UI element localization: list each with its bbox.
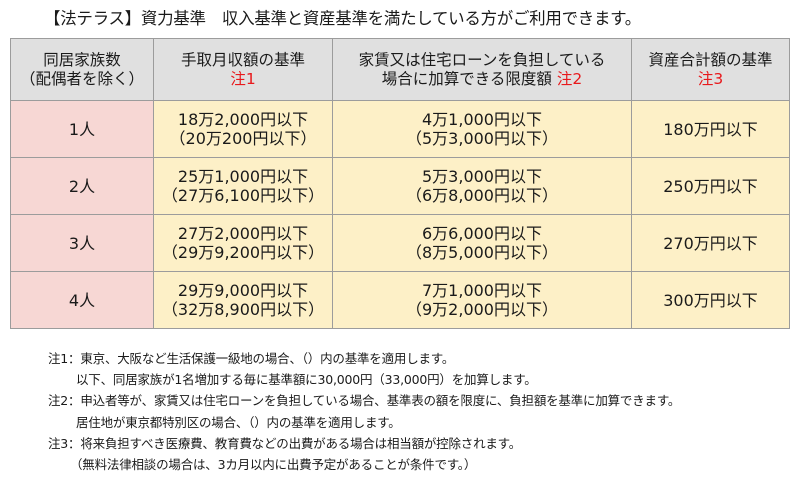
income-limit-cell: 27万2,000円以下 （29万9,200円以下） bbox=[153, 214, 333, 272]
page-title: 【法テラス】資力基準 収入基準と資産基準を満たしている方がご利用できます。 bbox=[44, 9, 641, 28]
housing-addition: 6万6,000円以下 bbox=[422, 224, 542, 243]
income-limit: 25万1,000円以下 bbox=[177, 167, 309, 186]
asset-limit-cell: 250万円以下 bbox=[631, 157, 790, 215]
asset-limit-cell: 180万円以下 bbox=[631, 100, 790, 158]
housing-addition-cell: 5万3,000円以下 （6万8,000円以下） bbox=[332, 157, 632, 215]
header-housing-cost-note-ref: 注2 bbox=[556, 69, 583, 88]
household-size-cell: 3人 bbox=[10, 214, 154, 272]
income-limit-cell: 25万1,000円以下 （27万6,100円以下） bbox=[153, 157, 333, 215]
income-limit: 29万9,000円以下 bbox=[177, 281, 309, 300]
header-household-size-line1: 同居家族数 bbox=[43, 50, 121, 69]
table-row: 3人 27万2,000円以下 （29万9,200円以下） 6万6,000円以下 … bbox=[10, 214, 790, 272]
income-limit-alt: （29万9,200円以下） bbox=[161, 243, 325, 262]
income-limit-alt: （32万8,900円以下） bbox=[161, 300, 325, 319]
header-household-size: 同居家族数 （配偶者を除く） bbox=[10, 38, 154, 101]
footnote-2: 注2：申込者等が、家賃又は住宅ローンを負担している場合、基準表の額を限度に、負担… bbox=[48, 393, 681, 409]
housing-addition: 4万1,000円以下 bbox=[422, 110, 542, 129]
table-header-row: 同居家族数 （配偶者を除く） 手取月収額の基準 注1 家賃又は住宅ローンを負担し… bbox=[10, 38, 790, 101]
housing-addition-cell: 6万6,000円以下 （8万5,000円以下） bbox=[332, 214, 632, 272]
income-limit: 18万2,000円以下 bbox=[177, 110, 309, 129]
household-size-cell: 1人 bbox=[10, 100, 154, 158]
table-row: 2人 25万1,000円以下 （27万6,100円以下） 5万3,000円以下 … bbox=[10, 157, 790, 215]
income-limit-cell: 29万9,000円以下 （32万8,900円以下） bbox=[153, 271, 333, 329]
header-housing-cost-line2: 場合に加算できる限度額 bbox=[381, 69, 552, 88]
header-total-assets: 資産合計額の基準 注3 bbox=[631, 38, 790, 101]
header-monthly-income: 手取月収額の基準 注1 bbox=[153, 38, 333, 101]
income-limit-alt: （27万6,100円以下） bbox=[161, 186, 325, 205]
table-row: 1人 18万2,000円以下 （20万200円以下） 4万1,000円以下 （5… bbox=[10, 100, 790, 158]
housing-addition-alt: （8万5,000円以下） bbox=[406, 243, 558, 262]
table-row: 4人 29万9,000円以下 （32万8,900円以下） 7万1,000円以下 … bbox=[10, 271, 790, 329]
income-limit-alt: （20万200円以下） bbox=[169, 129, 317, 148]
household-size-cell: 2人 bbox=[10, 157, 154, 215]
housing-addition-alt: （9万2,000円以下） bbox=[406, 300, 558, 319]
header-total-assets-line1: 資産合計額の基準 bbox=[648, 50, 773, 69]
asset-limit-cell: 300万円以下 bbox=[631, 271, 790, 329]
housing-addition-cell: 7万1,000円以下 （9万2,000円以下） bbox=[332, 271, 632, 329]
header-monthly-income-line1: 手取月収額の基準 bbox=[180, 50, 305, 69]
header-housing-cost-line1: 家賃又は住宅ローンを負担している bbox=[358, 50, 606, 69]
footnote-3-continued: （無料法律相談の場合は、3カ月以内に出費予定があることが条件です。） bbox=[70, 457, 477, 473]
asset-limit-cell: 270万円以下 bbox=[631, 214, 790, 272]
eligibility-criteria-table: 同居家族数 （配偶者を除く） 手取月収額の基準 注1 家賃又は住宅ローンを負担し… bbox=[10, 38, 790, 329]
housing-addition: 5万3,000円以下 bbox=[422, 167, 542, 186]
income-limit: 27万2,000円以下 bbox=[177, 224, 309, 243]
footnotes: 注1：東京、大阪など生活保護一級地の場合、（）内の基準を適用します。 以下、同居… bbox=[48, 348, 798, 475]
footnote-3: 注3：将来負担すべき医療費、教育費などの出費がある場合は相当額が控除されます。 bbox=[48, 435, 522, 451]
header-housing-cost: 家賃又は住宅ローンを負担している 場合に加算できる限度額 注2 bbox=[332, 38, 632, 101]
housing-addition: 7万1,000円以下 bbox=[422, 281, 542, 300]
footnote-2-continued: 居住地が東京都特別区の場合、（）内の基準を適用します。 bbox=[76, 414, 401, 430]
header-total-assets-note-ref: 注3 bbox=[697, 69, 724, 88]
income-limit-cell: 18万2,000円以下 （20万200円以下） bbox=[153, 100, 333, 158]
housing-addition-alt: （5万3,000円以下） bbox=[406, 129, 558, 148]
housing-addition-alt: （6万8,000円以下） bbox=[406, 186, 558, 205]
housing-addition-cell: 4万1,000円以下 （5万3,000円以下） bbox=[332, 100, 632, 158]
footnote-1-continued: 以下、同居家族が1名増加する毎に基準額に30,000円（33,000円）を加算し… bbox=[76, 372, 537, 388]
household-size-cell: 4人 bbox=[10, 271, 154, 329]
header-household-size-line2: （配偶者を除く） bbox=[19, 69, 144, 88]
header-monthly-income-note-ref: 注1 bbox=[230, 69, 256, 88]
footnote-1: 注1：東京、大阪など生活保護一級地の場合、（）内の基準を適用します。 bbox=[48, 351, 455, 366]
